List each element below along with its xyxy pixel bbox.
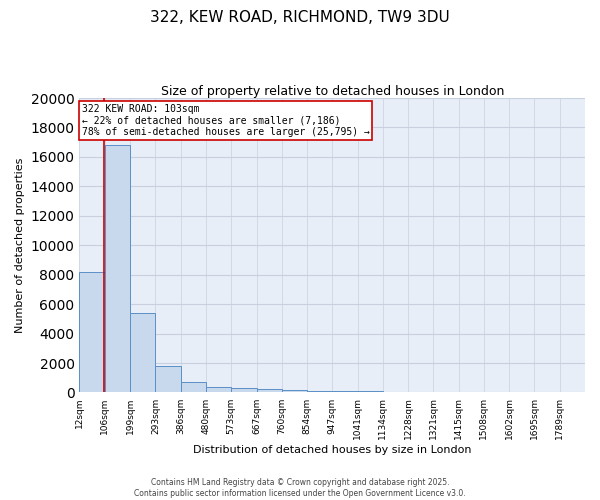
- Y-axis label: Number of detached properties: Number of detached properties: [15, 158, 25, 333]
- Bar: [155, 366, 181, 392]
- Bar: [79, 272, 105, 392]
- Text: 322 KEW ROAD: 103sqm
← 22% of detached houses are smaller (7,186)
78% of semi-de: 322 KEW ROAD: 103sqm ← 22% of detached h…: [82, 104, 370, 137]
- Bar: [307, 390, 332, 392]
- Bar: [181, 382, 206, 392]
- Title: Size of property relative to detached houses in London: Size of property relative to detached ho…: [161, 85, 504, 98]
- Bar: [332, 391, 358, 392]
- Bar: [206, 388, 231, 392]
- Text: Contains HM Land Registry data © Crown copyright and database right 2025.
Contai: Contains HM Land Registry data © Crown c…: [134, 478, 466, 498]
- Bar: [281, 390, 307, 392]
- Text: 322, KEW ROAD, RICHMOND, TW9 3DU: 322, KEW ROAD, RICHMOND, TW9 3DU: [150, 10, 450, 25]
- Bar: [257, 389, 281, 392]
- X-axis label: Distribution of detached houses by size in London: Distribution of detached houses by size …: [193, 445, 472, 455]
- Bar: [105, 145, 130, 392]
- Bar: [231, 388, 257, 392]
- Bar: [130, 313, 155, 392]
